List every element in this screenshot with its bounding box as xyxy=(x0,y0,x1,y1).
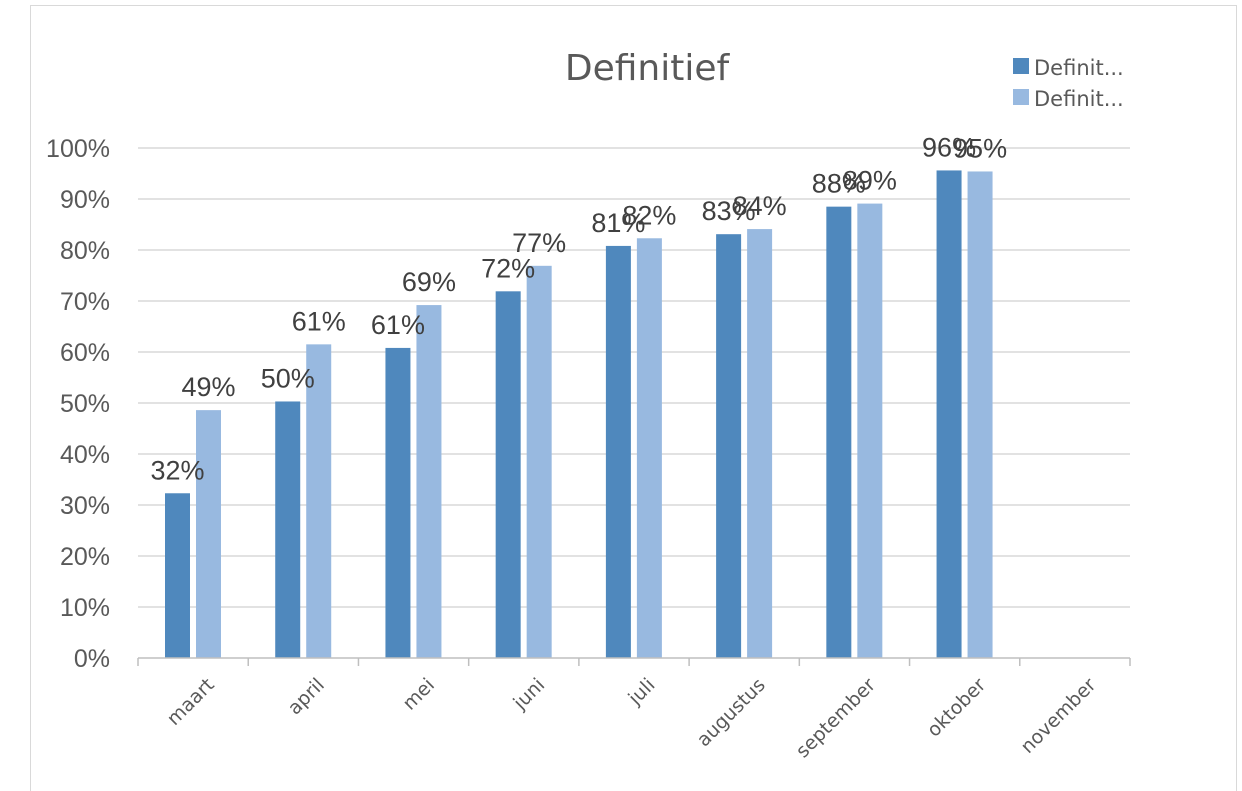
data-label: 69% xyxy=(402,267,456,297)
x-axis xyxy=(137,657,1131,666)
legend-swatch-series-2 xyxy=(1013,89,1029,105)
data-label: 82% xyxy=(622,200,676,230)
data-labels: 32% 49% 50% 61% 61% 69% 72%77% 81%82% 83%84% 88%8… xyxy=(150,132,1007,485)
bar-mei-series-2 xyxy=(416,305,442,658)
y-tick-label: 0% xyxy=(74,645,110,673)
bar-mei-series-1 xyxy=(385,347,411,658)
y-tick-label: 60% xyxy=(60,339,110,367)
legend-label-series-2: Definit... xyxy=(1034,87,1124,111)
bar-september-series-2 xyxy=(857,203,883,658)
x-category-label: maart xyxy=(163,674,219,730)
bars xyxy=(165,170,993,659)
y-tick-label: 90% xyxy=(60,186,110,214)
data-label: 72% xyxy=(481,253,535,283)
y-tick-label: 50% xyxy=(60,390,110,418)
data-label: 84% xyxy=(733,191,787,221)
bar-april-series-1 xyxy=(275,401,301,658)
bar-april-series-2 xyxy=(306,344,332,658)
bar-juni-series-1 xyxy=(495,291,521,658)
x-category-label: november xyxy=(1017,674,1101,758)
data-label: 88% xyxy=(812,169,866,199)
data-label: 81% xyxy=(591,208,645,238)
y-tick-label: 30% xyxy=(60,492,110,520)
x-category-label: mei xyxy=(398,674,439,715)
bar-oktober-series-1 xyxy=(936,170,962,658)
x-category-label: april xyxy=(284,674,329,719)
bar-oktober-series-2 xyxy=(967,171,993,658)
data-label: 83% xyxy=(702,196,756,226)
data-label: 32% xyxy=(150,455,204,485)
bar-maart-series-2 xyxy=(196,410,221,658)
data-label: 95% xyxy=(953,133,1007,163)
data-label: 61% xyxy=(371,310,425,340)
bar-september-series-1 xyxy=(826,206,852,658)
y-tick-label: 70% xyxy=(60,288,110,316)
y-axis-tick-labels: 0% 10% 20% 30% 40% 50% 60% 70% 80% 90% 100% xyxy=(46,135,110,673)
data-label: 96% xyxy=(922,132,976,162)
y-tick-label: 10% xyxy=(60,594,110,622)
y-tick-label: 80% xyxy=(60,237,110,265)
chart-title: Definitief xyxy=(565,48,731,89)
bar-juli-series-2 xyxy=(636,238,662,658)
x-category-label: augustus xyxy=(693,674,770,751)
gridlines xyxy=(138,147,1130,608)
x-category-label: juli xyxy=(624,674,660,710)
bar-augustus-series-2 xyxy=(747,229,773,658)
x-category-label: oktober xyxy=(923,674,990,741)
data-label: 49% xyxy=(181,372,235,402)
x-category-label: juni xyxy=(509,674,550,715)
data-label: 89% xyxy=(843,166,897,196)
x-category-label: september xyxy=(792,674,880,762)
bar-juni-series-2 xyxy=(526,265,552,658)
x-axis-category-labels: maart april mei juni juli augustus september ok… xyxy=(163,674,1101,762)
y-tick-label: 20% xyxy=(60,543,110,571)
bar-augustus-series-1 xyxy=(716,234,742,658)
data-label: 77% xyxy=(512,228,566,258)
legend-swatch-series-1 xyxy=(1013,58,1029,74)
bar-maart-series-1 xyxy=(165,493,190,658)
legend: Definit... Definit... xyxy=(1013,56,1124,111)
y-tick-label: 40% xyxy=(60,441,110,469)
chart-frame xyxy=(30,5,1237,791)
legend-label-series-1: Definit... xyxy=(1034,56,1124,80)
bar-juli-series-1 xyxy=(605,245,631,659)
data-label: 61% xyxy=(292,306,346,336)
y-tick-label: 100% xyxy=(46,135,110,163)
data-label: 50% xyxy=(261,363,315,393)
